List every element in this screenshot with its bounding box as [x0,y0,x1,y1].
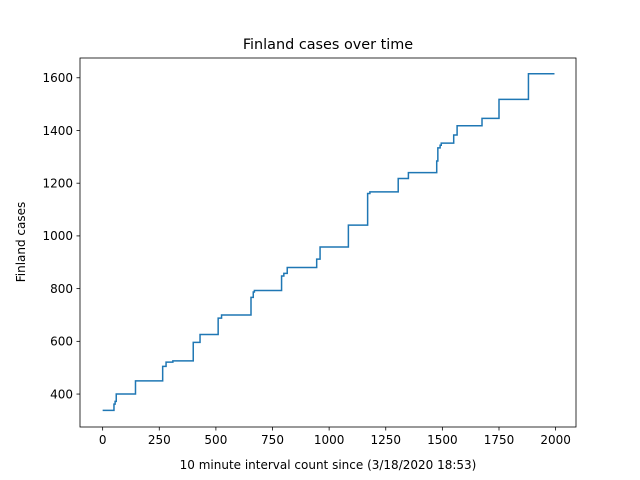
x-tick-label: 250 [148,433,171,447]
y-tick-label: 1400 [42,124,73,138]
y-tick-label: 1600 [42,71,73,85]
chart-title: Finland cases over time [243,37,413,53]
y-tick-label: 800 [50,282,73,296]
x-tick-label: 1750 [484,433,515,447]
x-tick-label: 1500 [427,433,458,447]
y-tick-label: 1200 [42,176,73,190]
y-tick-label: 600 [50,335,73,349]
series-line [102,73,555,412]
x-tick-label: 750 [261,433,284,447]
y-tick-label: 1000 [42,229,73,243]
x-axis-ticks: 0 250 500 750 1000 1250 1500 1750 2000 [99,427,571,447]
x-tick-label: 1250 [370,433,401,447]
x-tick-label: 0 [99,433,107,447]
y-tick-label: 400 [50,387,73,401]
x-tick-label: 1000 [314,433,345,447]
y-axis-label: Finland cases [14,202,28,283]
x-tick-label: 500 [204,433,227,447]
x-axis-label: 10 minute interval count since (3/18/202… [180,458,477,472]
y-axis-ticks: 400 600 800 1000 1200 1400 1600 [42,71,80,401]
plot-frame [79,57,577,428]
x-tick-label: 2000 [540,433,571,447]
